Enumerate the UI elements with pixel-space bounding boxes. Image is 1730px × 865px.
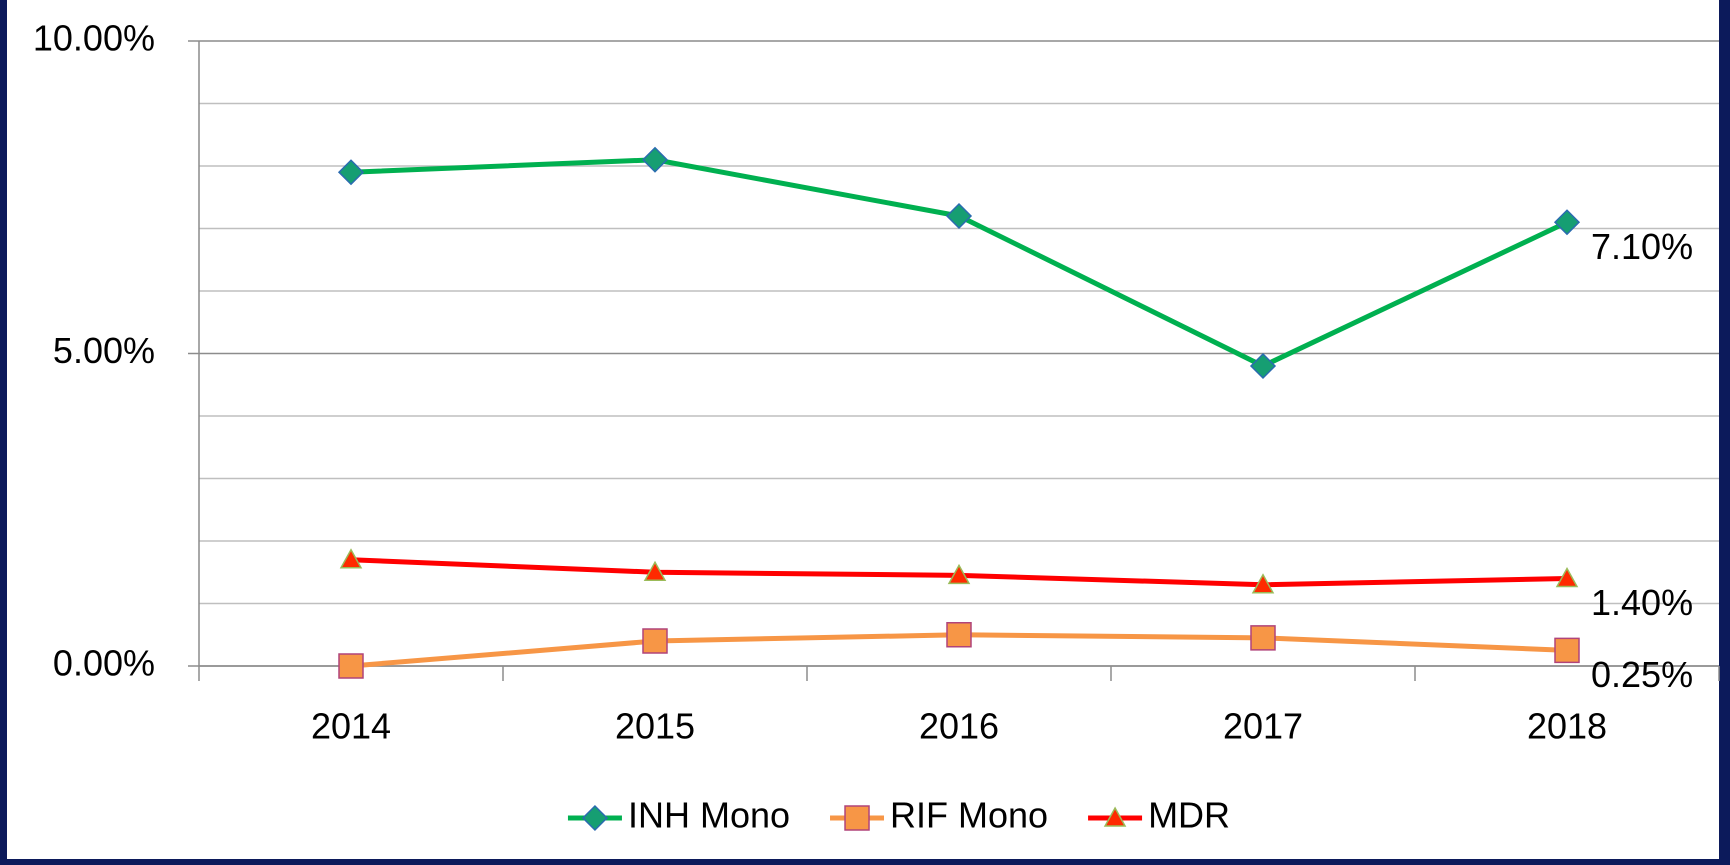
chart-background xyxy=(7,0,1719,859)
marker xyxy=(1249,352,1277,380)
data-label: 1.40% xyxy=(1591,582,1693,623)
marker xyxy=(337,159,365,186)
marker xyxy=(643,560,667,581)
marker xyxy=(1554,637,1580,664)
x-tick-label: 2016 xyxy=(919,706,999,747)
x-tick-label: 2014 xyxy=(311,706,391,747)
marker xyxy=(642,628,668,654)
x-tick-label: 2015 xyxy=(615,706,695,747)
x-tick-label: 2017 xyxy=(1223,706,1303,747)
marker xyxy=(945,202,973,230)
marker xyxy=(946,622,972,648)
marker xyxy=(1553,209,1581,236)
y-tick-label: 0.00% xyxy=(53,643,155,684)
marker xyxy=(1250,625,1276,651)
marker xyxy=(338,653,364,679)
marker xyxy=(1251,573,1275,594)
legend-marker xyxy=(1103,806,1127,827)
marker xyxy=(1555,566,1579,588)
legend-marker xyxy=(844,805,870,831)
marker xyxy=(641,146,669,173)
legend-label: MDR xyxy=(1148,795,1230,836)
marker xyxy=(339,548,363,569)
x-tick-label: 2018 xyxy=(1527,706,1607,747)
legend-marker xyxy=(581,804,609,832)
marker xyxy=(947,563,971,585)
data-label: 7.10% xyxy=(1591,226,1693,267)
legend-label: INH Mono xyxy=(628,795,790,836)
y-tick-label: 5.00% xyxy=(53,330,155,371)
legend-label: RIF Mono xyxy=(890,795,1048,836)
y-tick-label: 10.00% xyxy=(33,18,155,59)
data-label: 0.25% xyxy=(1591,654,1693,695)
